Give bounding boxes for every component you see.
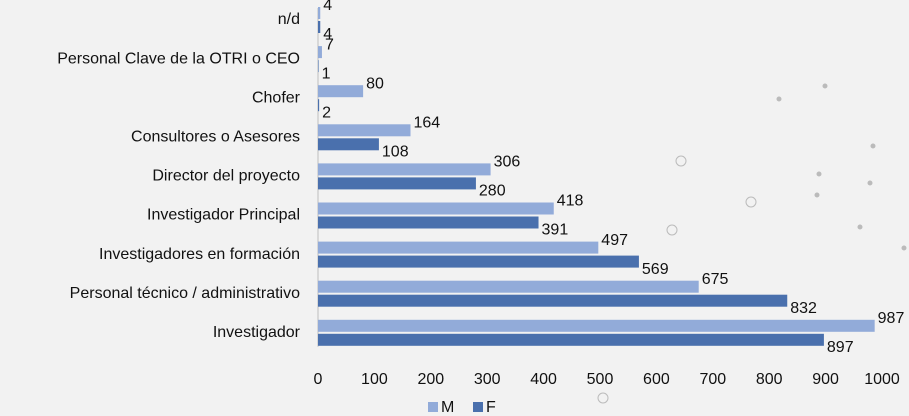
value-label: 108 <box>382 144 409 161</box>
value-label: 280 <box>479 183 506 200</box>
legend-swatch <box>473 402 483 412</box>
x-tick-label: 500 <box>587 371 614 388</box>
bar <box>318 46 322 59</box>
value-label: 497 <box>601 232 628 249</box>
bar <box>318 319 875 332</box>
x-tick-label: 600 <box>643 371 670 388</box>
x-tick-label: 700 <box>699 371 726 388</box>
value-label: 832 <box>790 300 817 317</box>
x-tick-label: 900 <box>812 371 839 388</box>
decoration <box>597 83 907 404</box>
bar <box>318 60 319 73</box>
bar <box>318 7 321 19</box>
bar <box>318 99 320 112</box>
value-label: 418 <box>557 193 584 210</box>
x-tick-label: 1000 <box>864 371 900 388</box>
value-label: 569 <box>642 261 669 278</box>
y-tick-label: Chofer <box>252 89 301 106</box>
value-label: 80 <box>366 75 384 92</box>
x-tick-label: 0 <box>314 371 323 388</box>
bar <box>318 138 379 151</box>
value-label: 2 <box>322 104 331 121</box>
value-label: 4 <box>323 0 332 14</box>
value-label: 987 <box>878 310 905 327</box>
bar <box>318 241 599 254</box>
x-tick-label: 400 <box>530 371 557 388</box>
y-tick-label: Investigador Principal <box>147 207 300 224</box>
y-tick-label: n/d <box>278 11 300 28</box>
legend-label: M <box>441 399 454 416</box>
y-tick-label: Personal Clave de la OTRI o CEO <box>57 50 300 67</box>
value-label: 4 <box>323 26 332 43</box>
bar <box>318 163 491 176</box>
x-tick-label: 300 <box>474 371 501 388</box>
bar <box>318 202 554 215</box>
x-tick-label: 800 <box>756 371 783 388</box>
y-tick-label: Personal técnico / administrativo <box>70 285 300 302</box>
y-tick-label: Investigador <box>213 324 301 341</box>
value-label: 675 <box>702 271 729 288</box>
bar <box>318 124 411 137</box>
value-label: 897 <box>827 339 854 356</box>
bar <box>318 85 364 98</box>
bar <box>318 280 699 293</box>
value-label: 1 <box>322 65 331 82</box>
value-label: 306 <box>494 154 521 171</box>
bar <box>318 216 539 229</box>
bar <box>318 21 321 33</box>
value-label: 7 <box>325 36 334 53</box>
bar <box>318 333 824 346</box>
y-tick-label: Director del proyecto <box>152 168 300 185</box>
x-tick-label: 200 <box>417 371 444 388</box>
legend-swatch <box>428 402 438 412</box>
x-tick-label: 100 <box>361 371 388 388</box>
value-label: 391 <box>542 222 569 239</box>
legend-label: F <box>486 399 496 416</box>
bar <box>318 294 788 307</box>
bar <box>318 177 476 190</box>
y-tick-label: Consultores o Asesores <box>131 129 300 146</box>
bar <box>318 255 639 268</box>
value-label: 164 <box>413 115 440 132</box>
y-tick-label: Investigadores en formación <box>99 246 300 263</box>
